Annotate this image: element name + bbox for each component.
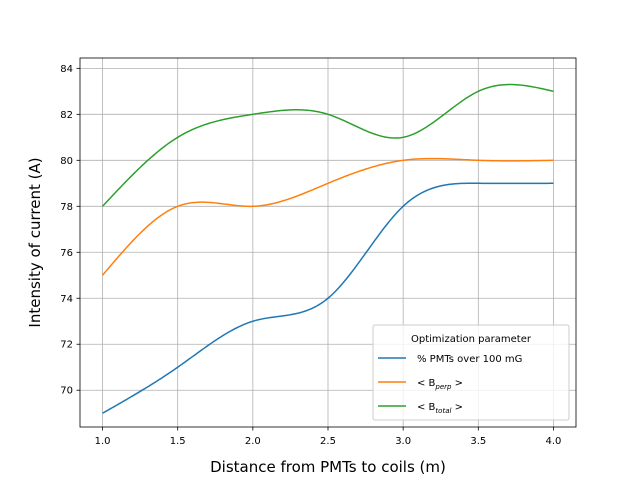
y-tick-label: 74 [60, 294, 73, 305]
y-tick-label: 80 [60, 156, 73, 167]
x-tick-label: 2.0 [245, 436, 261, 447]
x-axis-label: Distance from PMTs to coils (m) [210, 458, 446, 476]
y-tick-label: 84 [60, 64, 73, 75]
y-axis-label: Intensity of current (A) [26, 157, 44, 327]
legend-entry-1: % PMTs over 100 mG [378, 354, 522, 365]
y-tick-label: 78 [60, 202, 73, 213]
legend: Optimization parameter % PMTs over 100 m… [372, 324, 570, 421]
x-tick-label: 2.5 [320, 436, 336, 447]
y-tick-label: 82 [60, 110, 73, 121]
series-line-2 [101, 157, 554, 276]
y-tick-label: 70 [60, 386, 73, 397]
series-line-3 [102, 83, 554, 207]
y-tick-label: 76 [60, 248, 73, 259]
legend-entry-3: < Btotal > [378, 402, 463, 415]
series-lines [101, 83, 554, 414]
legend-label: < Btotal > [417, 402, 463, 415]
x-tick-label: 4.0 [546, 436, 562, 447]
x-tick-label: 3.0 [395, 436, 411, 447]
legend-entries: % PMTs over 100 mG < Bperp > < Btotal > [378, 354, 522, 415]
series-line-1 [102, 182, 554, 414]
legend-title: Optimization parameter [411, 334, 532, 345]
x-axis-ticks: 1.0 1.5 2.0 2.5 3.0 3.5 4.0 [95, 427, 562, 447]
x-tick-label: 1.0 [95, 436, 111, 447]
legend-label: % PMTs over 100 mG [417, 354, 522, 365]
legend-entry-2: < Bperp > [378, 378, 463, 391]
legend-box [372, 324, 570, 421]
y-tick-label: 72 [60, 340, 73, 351]
x-tick-label: 3.5 [470, 436, 486, 447]
y-axis-ticks: 70 72 74 76 78 80 82 84 [60, 64, 80, 397]
legend-label: < Bperp > [417, 378, 463, 391]
x-tick-label: 1.5 [170, 436, 186, 447]
